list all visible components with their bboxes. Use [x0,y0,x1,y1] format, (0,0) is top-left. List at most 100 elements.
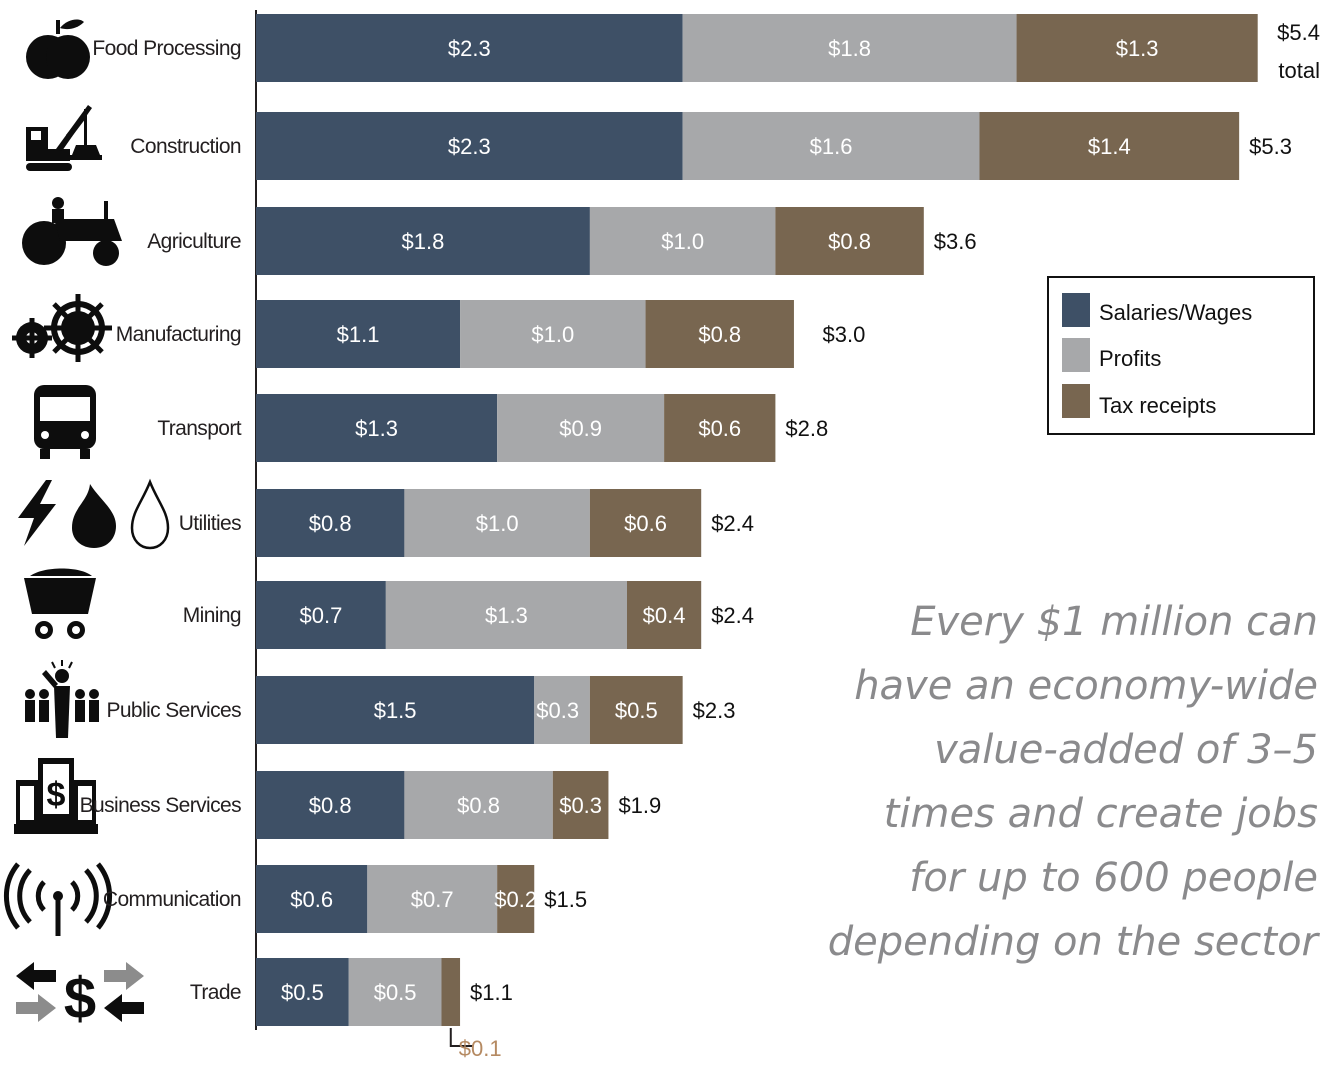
segment-label-salaries-wages-agriculture: $1.8 [402,229,445,254]
bar-profits-transport [497,394,665,462]
segment-label-salaries-wages-manufacturing: $1.1 [337,322,380,347]
bars-layer: Food Processing $2.3 $1.8 $1.3 $5.4 total Cons… [80,14,1320,1061]
bar-profits-business-services [404,771,553,839]
segment-label-tax-receipts-communication: $0.2 [494,887,537,912]
annotation-line-5: for up to 600 people [909,855,1318,901]
total-label-communication: $1.5 [544,887,587,912]
legend-label-tax: Tax receipts [1099,393,1216,418]
segment-label-profits-agriculture: $1.0 [661,229,704,254]
category-label-transport: Transport [157,417,241,440]
segment-label-salaries-wages-construction: $2.3 [448,134,491,159]
bar-salaries-wages-agriculture [256,207,590,275]
annotation-line-1: Every $1 million can [910,599,1318,645]
bar-profits-manufacturing [460,300,646,368]
legend-swatch-salaries [1062,293,1090,327]
bar-salaries-wages-transport [256,394,498,462]
segment-label-profits-communication: $0.7 [411,887,454,912]
legend-label-profits: Profits [1099,346,1161,371]
segment-label-profits-trade: $0.5 [374,980,417,1005]
antenna-icon [3,862,113,936]
segment-label-profits-transport: $0.9 [559,416,602,441]
category-label-utilities: Utilities [179,512,241,535]
business-building-icon: $ [14,758,98,834]
bar-profits-mining [385,581,627,649]
public-services-icon [25,660,99,738]
segment-label-tax-receipts-mining: $0.4 [643,603,686,628]
segment-label-salaries-wages-utilities: $0.8 [309,511,352,536]
bar-salaries-wages-manufacturing [256,300,461,368]
segment-label-profits-mining: $1.3 [485,603,528,628]
category-label-trade: Trade [190,981,241,1004]
bar-tax-receipts-utilities [589,489,702,557]
segment-label-tax-receipts-business-services: $0.3 [559,793,602,818]
bar-salaries-wages-mining [256,581,386,649]
total-label-utilities: $2.4 [711,511,754,536]
category-label-manufacturing: Manufacturing [116,323,241,346]
category-label-public-services: Public Services [106,699,241,722]
legend-swatch-profits [1062,338,1090,372]
segment-label-salaries-wages-business-services: $0.8 [309,793,352,818]
segment-label-tax-receipts-utilities: $0.6 [624,511,667,536]
segment-label-tax-receipts-construction: $1.4 [1088,134,1131,159]
total-label-manufacturing: $3.0 [823,322,866,347]
annotation-line-6: depending on the sector [828,919,1321,965]
bar-profits-communication [367,865,498,933]
bar-salaries-wages-business-services [256,771,405,839]
bar-tax-receipts-food-processing [1016,14,1258,82]
bar-profits-public-services [534,676,590,744]
gears-icon [12,294,112,362]
bar-tax-receipts-public-services [589,676,683,744]
bar-salaries-wages-food-processing [256,14,683,82]
legend-swatch-tax [1062,384,1090,418]
annotation-line-2: have an economy-wide [854,663,1318,709]
annotation-text: Every $1 million can have an economy-wid… [828,599,1321,965]
svg-text:$: $ [64,966,96,1031]
bar-tax-receipts-transport [664,394,776,462]
bar-tax-receipts-mining [627,581,702,649]
total-label-food-processing: $5.4 [1277,20,1320,45]
total-label-agriculture: $3.6 [934,229,977,254]
trade-arrows-icon: $ [16,962,144,1031]
segment-label-salaries-wages-mining: $0.7 [300,603,343,628]
leader-line-trade [449,1028,473,1047]
category-label-construction: Construction [130,135,241,158]
legend-label-salaries: Salaries/Wages [1099,300,1252,325]
segment-label-profits-business-services: $0.8 [457,793,500,818]
apple-icon [26,19,90,79]
bar-profits-food-processing [682,14,1017,82]
crane-icon [26,105,102,171]
total-label-business-services: $1.9 [618,793,661,818]
bar-profits-trade [348,958,442,1026]
segment-label-profits-utilities: $1.0 [476,511,519,536]
utilities-icon [18,478,170,550]
bar-tax-receipts-communication [497,865,535,933]
bar-profits-construction [682,112,980,180]
bar-profits-utilities [404,489,590,557]
bar-salaries-wages-utilities [256,489,405,557]
bus-icon [34,385,96,459]
annotation-line-4: times and create jobs [884,791,1318,837]
category-label-agriculture: Agriculture [147,230,241,253]
bar-tax-receipts-agriculture [775,207,924,275]
segment-label-salaries-wages-public-services: $1.5 [374,698,417,723]
bar-tax-receipts-manufacturing [645,300,794,368]
segment-label-tax-receipts-food-processing: $1.3 [1116,36,1159,61]
segment-label-salaries-wages-communication: $0.6 [290,887,333,912]
bar-profits-agriculture [589,207,776,275]
segment-label-salaries-wages-food-processing: $2.3 [448,36,491,61]
total-suffix-label: total [1278,58,1320,83]
bar-salaries-wages-construction [256,112,683,180]
bar-tax-receipts-trade [441,958,461,1026]
segment-label-profits-manufacturing: $1.0 [531,322,574,347]
bar-salaries-wages-public-services [256,676,535,744]
bar-salaries-wages-communication [256,865,368,933]
total-label-transport: $2.8 [785,416,828,441]
total-label-mining: $2.4 [711,603,754,628]
tractor-icon [22,197,122,266]
segment-label-tax-receipts-public-services: $0.5 [615,698,658,723]
category-label-communication: Communication [103,888,241,911]
total-label-trade: $1.1 [470,980,513,1005]
bar-tax-receipts-construction [979,112,1240,180]
bar-tax-receipts-business-services [552,771,609,839]
